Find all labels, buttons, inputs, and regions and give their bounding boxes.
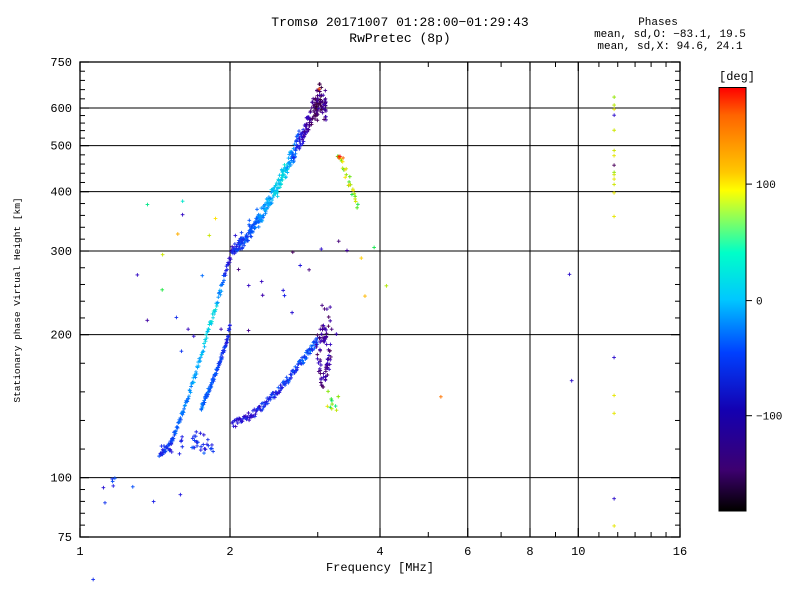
svg-text:16: 16 <box>673 545 687 559</box>
svg-text:300: 300 <box>50 245 72 259</box>
svg-text:10: 10 <box>571 545 585 559</box>
svg-text:0: 0 <box>756 297 763 309</box>
svg-text:75: 75 <box>58 531 72 545</box>
svg-text:600: 600 <box>50 102 72 116</box>
svg-text:100: 100 <box>756 180 776 192</box>
svg-text:6: 6 <box>464 545 471 559</box>
svg-text:mean, sd,X: 94.6, 24.1: mean, sd,X: 94.6, 24.1 <box>597 41 743 53</box>
svg-text:1: 1 <box>76 545 83 559</box>
svg-text:200: 200 <box>50 329 72 343</box>
svg-text:4: 4 <box>376 545 383 559</box>
svg-text:−100: −100 <box>756 412 782 424</box>
svg-text:[deg]: [deg] <box>719 70 755 84</box>
svg-text:Phases: Phases <box>638 17 678 29</box>
svg-text:750: 750 <box>50 56 72 70</box>
svg-text:500: 500 <box>50 140 72 154</box>
svg-text:Tromsø 20171007 01:28:00−01:29: Tromsø 20171007 01:28:00−01:29:43 <box>271 15 528 30</box>
svg-text:8: 8 <box>526 545 533 559</box>
svg-text:100: 100 <box>50 472 72 486</box>
svg-text:400: 400 <box>50 186 72 200</box>
svg-text:Stationary phase Virtual Heigh: Stationary phase Virtual Height [km] <box>12 197 23 402</box>
svg-text:Frequency [MHz]: Frequency [MHz] <box>326 561 434 575</box>
svg-text:2: 2 <box>226 545 233 559</box>
svg-text:mean, sd,O: −83.1, 19.5: mean, sd,O: −83.1, 19.5 <box>594 29 746 41</box>
svg-text:RwPretec (8p): RwPretec (8p) <box>349 31 450 46</box>
